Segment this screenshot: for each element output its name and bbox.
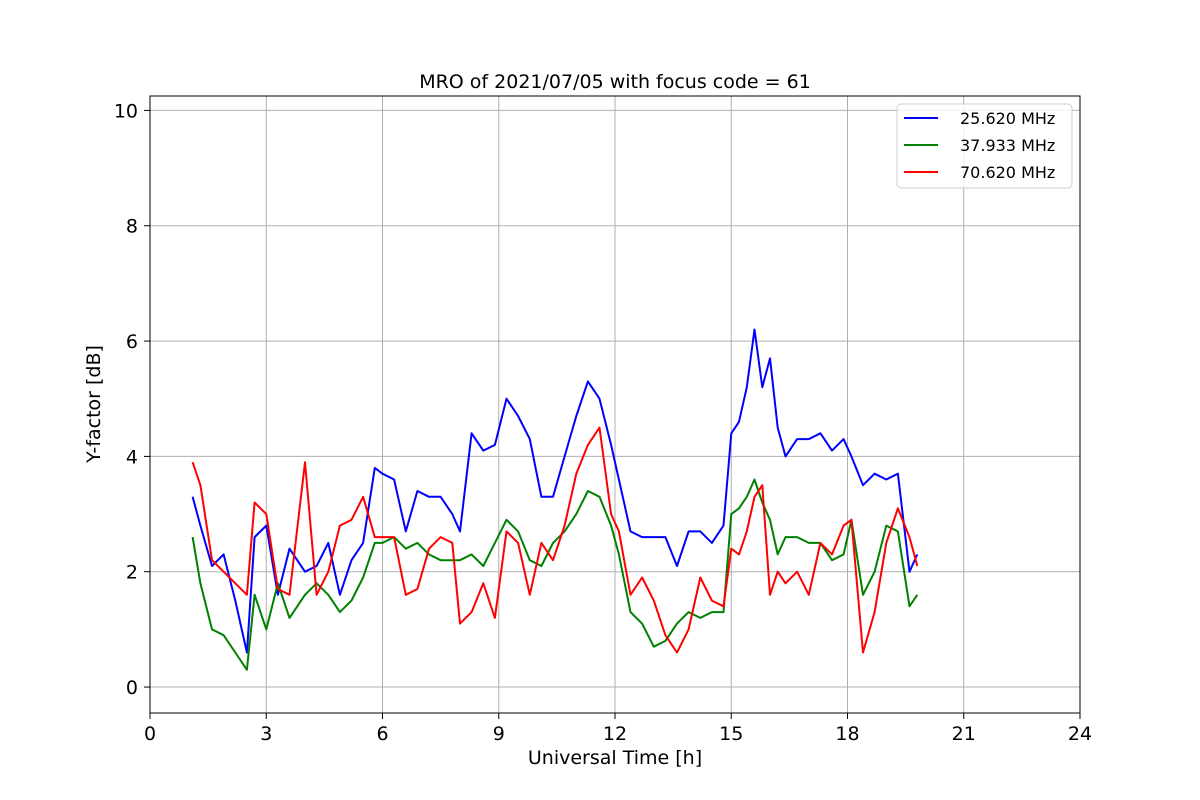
y-tick-label: 2 (126, 562, 138, 584)
y-tick-label: 4 (126, 446, 138, 468)
x-tick-label: 24 (1068, 723, 1092, 745)
legend-label-37933: 37.933 MHz (960, 136, 1055, 155)
y-tick-label: 6 (126, 331, 138, 353)
y-tick-label: 0 (126, 677, 138, 699)
x-axis-label: Universal Time [h] (528, 747, 702, 769)
x-tick-label: 0 (144, 723, 156, 745)
legend: 25.620 MHz 37.933 MHz 70.620 MHz (896, 103, 1073, 189)
x-tick-label: 21 (952, 723, 976, 745)
y-tick-label: 10 (114, 100, 138, 122)
x-tick-label: 3 (260, 723, 272, 745)
chart-title: MRO of 2021/07/05 with focus code = 61 (419, 71, 811, 93)
y-axis-label: Y-factor [dB] (83, 345, 105, 464)
x-tick-label: 15 (719, 723, 743, 745)
series-lines (191, 328, 919, 671)
x-tick-label: 18 (835, 723, 859, 745)
x-tick-label: 9 (493, 723, 505, 745)
legend-label-70620: 70.620 MHz (960, 163, 1055, 182)
series-line-1 (191, 478, 919, 671)
y-tick-label: 8 (126, 216, 138, 238)
x-tick-label: 12 (603, 723, 627, 745)
legend-box (896, 103, 1073, 189)
x-tick-label: 6 (376, 723, 388, 745)
series-line-2 (191, 426, 919, 654)
legend-label-25620: 25.620 MHz (960, 109, 1055, 128)
series-line-0 (191, 328, 919, 654)
